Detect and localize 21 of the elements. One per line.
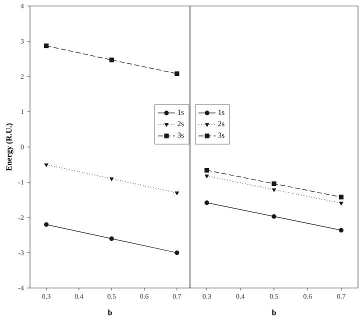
point: [338, 228, 344, 232]
point: [44, 222, 49, 227]
point: [174, 250, 180, 256]
point: [174, 71, 180, 76]
point: [272, 188, 276, 192]
x-axis-title: b: [272, 310, 276, 316]
point: [339, 202, 344, 206]
point: [109, 58, 114, 62]
point: [204, 168, 210, 173]
point: [272, 181, 276, 186]
point: [338, 194, 344, 200]
point: [204, 200, 210, 205]
point: [174, 192, 179, 196]
point: [204, 174, 209, 178]
point: [272, 214, 276, 219]
y-axis-title: Energy (R.U.): [6, 123, 14, 171]
point: [109, 236, 114, 241]
point: [110, 177, 114, 182]
point: [44, 44, 49, 48]
x-axis-title: b: [108, 310, 112, 316]
point: [44, 163, 48, 167]
